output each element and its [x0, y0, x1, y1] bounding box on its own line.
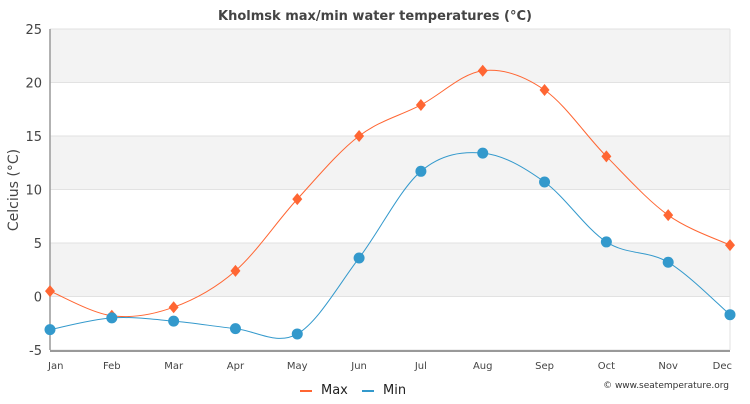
legend-label-max: Max	[321, 383, 348, 398]
data-point-max	[168, 301, 179, 314]
data-point-min	[724, 309, 736, 321]
y-tick-label: 15	[25, 130, 42, 145]
y-tick-label: 5	[34, 237, 42, 252]
data-point-min	[477, 147, 489, 159]
data-point-max	[292, 193, 303, 206]
data-point-max	[45, 285, 55, 298]
data-point-min	[662, 256, 674, 268]
data-point-min	[168, 315, 180, 327]
x-tick-label: May	[287, 361, 308, 372]
data-point-max	[601, 150, 612, 163]
legend-item-max[interactable]: Max	[300, 383, 348, 398]
data-point-max	[415, 98, 426, 111]
data-point-min	[539, 176, 551, 188]
x-tick-label: Feb	[103, 361, 121, 372]
x-tick-label: Jan	[47, 361, 63, 372]
legend-label-min: Min	[383, 383, 406, 398]
y-tick-label: 10	[25, 184, 42, 199]
grid-band	[50, 136, 730, 190]
y-tick-label: 25	[25, 23, 42, 38]
data-point-max	[230, 264, 241, 277]
grid-band	[50, 243, 730, 297]
data-point-max	[725, 239, 735, 252]
data-point-min	[229, 323, 241, 335]
x-tick-label: Mar	[164, 361, 184, 372]
data-point-max	[477, 64, 488, 77]
data-point-min	[291, 328, 303, 340]
legend-item-min[interactable]: Min	[362, 383, 406, 398]
chart-title: Kholmsk max/min water temperatures (°C)	[218, 9, 532, 24]
data-point-min	[353, 252, 365, 264]
x-tick-label: Dec	[713, 361, 732, 372]
legend: Max Min	[300, 383, 406, 398]
x-tick-label: Apr	[227, 361, 245, 372]
data-point-min	[600, 236, 612, 248]
credit-link[interactable]: © www.seatemperature.org	[603, 381, 729, 391]
y-tick-label: 0	[34, 291, 42, 306]
grid-band	[50, 29, 730, 83]
data-point-min	[44, 324, 56, 336]
y-tick-label: 20	[25, 77, 42, 92]
data-point-min	[106, 312, 118, 324]
x-tick-label: Jul	[414, 361, 427, 372]
data-point-max	[354, 130, 365, 142]
x-tick-label: Aug	[473, 361, 493, 372]
data-point-max	[539, 83, 550, 96]
data-point-min	[415, 165, 427, 177]
y-tick-label: -5	[29, 344, 42, 359]
x-tick-label: Sep	[535, 361, 554, 372]
x-tick-label: Nov	[658, 361, 678, 372]
x-tick-label: Jun	[350, 361, 367, 372]
data-point-max	[663, 209, 674, 222]
x-tick-label: Oct	[598, 361, 615, 372]
y-axis-label: Celcius (°C)	[6, 149, 22, 231]
